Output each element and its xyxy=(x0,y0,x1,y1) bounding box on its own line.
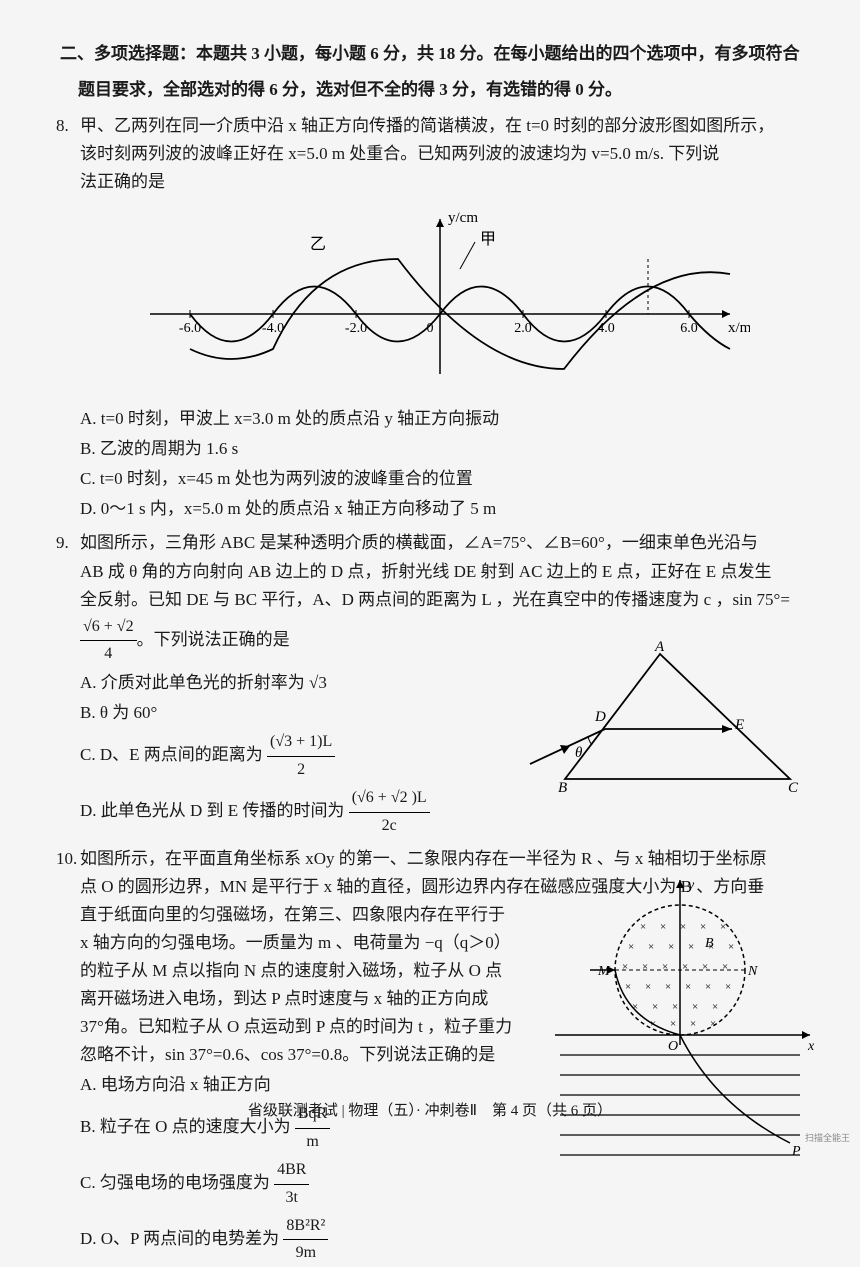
section-header-l2: 题目要求，全部选对的得 6 分，选对但不全的得 3 分，有选错的得 0 分。 xyxy=(60,76,800,104)
svg-text:y: y xyxy=(686,878,695,893)
q10-optC: C. 匀强电场的电场强度为 4BR3t xyxy=(80,1157,520,1211)
svg-text:×: × xyxy=(702,961,708,973)
svg-text:×: × xyxy=(652,1001,658,1013)
svg-text:D: D xyxy=(594,709,606,725)
svg-text:×: × xyxy=(622,961,628,973)
svg-text:×: × xyxy=(708,941,714,953)
svg-text:×: × xyxy=(642,961,648,973)
q9-optD: D. 此单色光从 D 到 E 传播的时间为 (√6 + √2 )L2c xyxy=(80,785,520,839)
ylabel: y/cm xyxy=(448,210,478,226)
svg-text:×: × xyxy=(645,981,651,993)
q10-l1: 如图所示，在平面直角坐标系 xOy 的第一、二象限内存在一半径为 R 、与 x … xyxy=(80,845,800,873)
q8-wave-diagram: y/cm x/m -6.0 -4.0 -2.0 0 2.0 4.0 6.0 xyxy=(80,204,800,393)
svg-text:×: × xyxy=(648,941,654,953)
svg-text:×: × xyxy=(720,921,726,933)
svg-text:×: × xyxy=(728,941,734,953)
svg-text:×: × xyxy=(640,921,646,933)
q10-l8: 忽略不计，sin 37°=0.6、cos 37°=0.8。下列说法正确的是 xyxy=(80,1041,520,1069)
q8-optC: C. t=0 时刻，x=45 m 处也为两列波的波峰重合的位置 xyxy=(80,465,800,493)
q9-text-l2: AB 成 θ 角的方向射向 AB 边上的 D 点，折射光线 DE 射到 AC 边… xyxy=(80,558,800,586)
q9-optC: C. D、E 两点间的距离为 (√3 + 1)L2 xyxy=(80,729,520,783)
question-10: 10. 如图所示，在平面直角坐标系 xOy 的第一、二象限内存在一半径为 R 、… xyxy=(60,845,800,1267)
q10-l3: 直于纸面向里的匀强磁场，在第三、四象限内存在平行于 xyxy=(80,901,520,929)
svg-text:2.0: 2.0 xyxy=(514,321,532,336)
svg-text:×: × xyxy=(660,921,666,933)
q8-optB: B. 乙波的周期为 1.6 s xyxy=(80,435,800,463)
watermark: 扫描全能王 xyxy=(805,1131,850,1146)
svg-text:×: × xyxy=(670,1018,676,1030)
svg-text:×: × xyxy=(690,1018,696,1030)
section-header-l1: 二、多项选择题：本题共 3 小题，每小题 6 分，共 18 分。在每小题给出的四… xyxy=(60,40,800,68)
svg-text:N: N xyxy=(747,964,758,979)
svg-text:x: x xyxy=(807,1039,815,1054)
q10-optA: A. 电场方向沿 x 轴正方向 xyxy=(80,1071,520,1099)
q9-text-l1: 如图所示，三角形 ABC 是某种透明介质的横截面，∠A=75°、∠B=60°，一… xyxy=(80,529,800,557)
svg-text:×: × xyxy=(700,921,706,933)
svg-text:×: × xyxy=(628,941,634,953)
question-8: 8. 甲、乙两列在同一介质中沿 x 轴正方向传播的简谐横波，在 t=0 时刻的部… xyxy=(60,112,800,523)
question-9: 9. 如图所示，三角形 ABC 是某种透明介质的横截面，∠A=75°、∠B=60… xyxy=(60,529,800,839)
q8-optA: A. t=0 时刻，甲波上 x=3.0 m 处的质点沿 y 轴正方向振动 xyxy=(80,405,800,433)
svg-text:×: × xyxy=(680,921,686,933)
wave-svg: y/cm x/m -6.0 -4.0 -2.0 0 2.0 4.0 6.0 xyxy=(130,204,750,384)
svg-text:×: × xyxy=(710,1018,716,1030)
svg-text:B: B xyxy=(558,780,567,796)
svg-text:×: × xyxy=(672,1001,678,1013)
svg-text:×: × xyxy=(712,1001,718,1013)
svg-text:×: × xyxy=(682,961,688,973)
svg-text:×: × xyxy=(725,981,731,993)
svg-text:×: × xyxy=(665,981,671,993)
svg-text:C: C xyxy=(788,780,799,796)
svg-text:×: × xyxy=(692,1001,698,1013)
q9-optB: B. θ 为 60° xyxy=(80,699,520,727)
q8-optD: D. 0～1 s 内，x=5.0 m 处的质点沿 x 轴正方向移动了 5 m xyxy=(80,495,800,523)
svg-text:×: × xyxy=(662,961,668,973)
q9-text-l3: 全反射。已知 DE 与 BC 平行，A、D 两点间的距离为 L ，光在真空中的传… xyxy=(80,586,800,614)
page-footer: 省级联测考试 | 物理（五）· 冲刺卷Ⅱ 第 4 页（共 6 页） xyxy=(0,1099,860,1124)
svg-text:×: × xyxy=(625,981,631,993)
svg-text:E: E xyxy=(734,717,744,733)
svg-text:×: × xyxy=(668,941,674,953)
q10-l6: 离开磁场进入电场，到达 P 点时速度与 x 轴的正方向成 xyxy=(80,985,520,1013)
q8-text-l2: 该时刻两列波的波峰正好在 x=5.0 m 处重合。已知两列波的波速均为 v=5.… xyxy=(80,140,800,168)
xlabel: x/m xyxy=(728,320,750,336)
svg-text:×: × xyxy=(685,981,691,993)
q9-optA: A. 介质对此单色光的折射率为 √3 xyxy=(80,669,520,697)
q10-optD: D. O、P 两点间的电势差为 8B²R²9m xyxy=(80,1213,520,1267)
q8-text-l1: 甲、乙两列在同一介质中沿 x 轴正方向传播的简谐横波，在 t=0 时刻的部分波形… xyxy=(80,112,800,140)
q10-l7: 37°角。已知粒子从 O 点运动到 P 点的时间为 t ，粒子重力 xyxy=(80,1013,520,1041)
svg-text:O: O xyxy=(668,1039,678,1054)
svg-text:P: P xyxy=(791,1144,801,1159)
svg-text:×: × xyxy=(688,941,694,953)
q9-triangle-figure: A B C D E θ xyxy=(520,639,810,808)
label-jia: 甲 xyxy=(480,231,496,248)
q8-text-l3: 法正确的是 xyxy=(80,168,800,196)
svg-text:6.0: 6.0 xyxy=(680,321,698,336)
q10-num: 10. xyxy=(56,845,77,873)
svg-text:×: × xyxy=(722,961,728,973)
q8-num: 8. xyxy=(56,112,69,140)
q10-l5: 的粒子从 M 点以指向 N 点的速度射入磁场，粒子从 O 点 xyxy=(80,957,520,985)
svg-text:θ: θ xyxy=(575,745,583,761)
label-yi: 乙 xyxy=(310,236,326,253)
q9-num: 9. xyxy=(56,529,69,557)
q10-l4: x 轴方向的匀强电场。一质量为 m 、电荷量为 −q（q＞0） xyxy=(80,929,520,957)
svg-text:A: A xyxy=(654,639,665,655)
svg-text:×: × xyxy=(705,981,711,993)
q10-field-figure: y x O M N B ××××× ×××××× ×××××× ×××××× ×… xyxy=(540,875,820,1184)
